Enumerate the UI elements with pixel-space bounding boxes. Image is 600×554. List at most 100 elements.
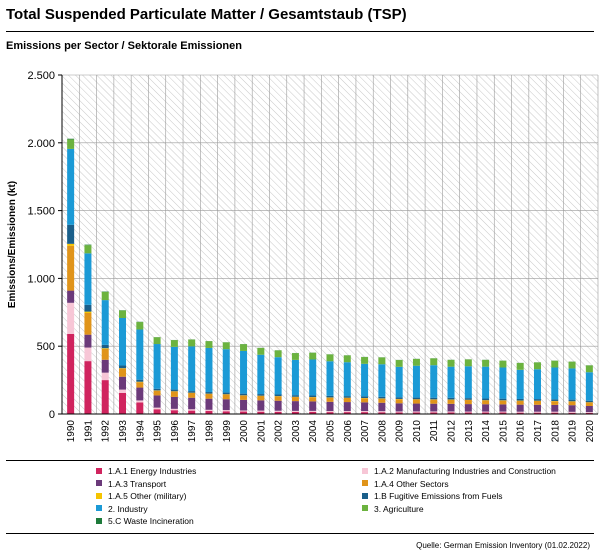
bar-segment <box>551 360 559 368</box>
bar-segment <box>361 412 369 414</box>
x-tick-label: 2015 <box>498 420 509 443</box>
bar-segment <box>257 411 265 414</box>
bar-stack-1996 <box>170 339 178 414</box>
bar-segment <box>464 359 472 367</box>
bar-segment <box>222 410 230 412</box>
legend-label: 3. Agriculture <box>374 503 424 514</box>
bar-segment <box>188 392 196 398</box>
bar-segment <box>343 411 351 413</box>
legend-item: 2. Industry <box>96 504 148 515</box>
bar-segment <box>585 372 593 401</box>
bar-segment <box>447 399 455 404</box>
bar-segment <box>101 380 109 414</box>
bar-segment <box>240 393 248 396</box>
bar-stack-1994 <box>136 321 144 414</box>
bar-stack-2005 <box>326 354 334 414</box>
bar-stack-2016 <box>516 362 524 414</box>
bar-segment <box>378 398 386 403</box>
y-tick-label: 500 <box>37 341 55 353</box>
x-tick-label: 2006 <box>343 420 354 443</box>
x-tick-label: 1997 <box>187 420 198 443</box>
bar-segment <box>309 410 317 412</box>
bar-segment <box>257 394 265 396</box>
bar-segment <box>170 340 178 347</box>
bar-segment <box>222 394 230 400</box>
x-tick-label: 2008 <box>377 420 388 443</box>
bar-segment <box>67 224 75 244</box>
x-tick-label: 2013 <box>464 420 475 443</box>
bar-segment <box>378 396 386 399</box>
bar-segment <box>585 405 593 413</box>
bar-segment <box>257 395 265 401</box>
x-tick-label: 2010 <box>412 420 423 443</box>
bar-segment <box>119 376 127 390</box>
bar-segment <box>568 405 576 412</box>
bar-segment <box>568 412 576 414</box>
bar-segment <box>188 346 196 392</box>
bar-stack-1993 <box>119 310 127 414</box>
bar-segment <box>585 365 593 373</box>
bar-segment <box>136 329 144 380</box>
x-tick-label: 1993 <box>118 420 129 443</box>
bar-segment <box>274 411 282 414</box>
bar-segment <box>447 397 455 400</box>
bar-segment <box>205 392 213 394</box>
bar-segment <box>395 366 403 398</box>
bar-segment <box>343 396 351 398</box>
bar-segment <box>361 411 369 413</box>
bar-segment <box>240 410 248 412</box>
bar-segment <box>516 398 524 401</box>
bar-segment <box>361 398 369 403</box>
bar-segment <box>222 349 230 393</box>
bar-segment <box>343 355 351 363</box>
x-tick-label: 2012 <box>447 420 458 443</box>
bar-segment <box>222 411 230 414</box>
bar-segment <box>205 409 213 412</box>
bar-segment <box>84 361 92 414</box>
bar-segment <box>326 361 334 396</box>
bar-segment <box>585 400 593 403</box>
x-tick-label: 2019 <box>568 420 579 443</box>
bar-segment <box>84 304 92 312</box>
bar-segment <box>119 317 127 366</box>
bar-segment <box>67 290 75 303</box>
bar-segment <box>464 398 472 400</box>
bar-segment <box>67 245 75 291</box>
bar-segment <box>568 411 576 413</box>
bar-segment <box>464 411 472 413</box>
x-tick-label: 2003 <box>291 420 302 443</box>
bar-segment <box>430 358 438 366</box>
bar-segment <box>412 403 420 412</box>
bar-segment <box>412 411 420 413</box>
bar-segment <box>274 400 282 411</box>
bar-segment <box>153 409 161 414</box>
bar-segment <box>499 412 507 414</box>
bar-segment <box>499 404 507 412</box>
legend-item: 1.A.1 Energy Industries <box>96 466 196 477</box>
bar-segment <box>482 404 490 412</box>
bar-segment <box>170 391 178 397</box>
bar-segment <box>482 400 490 405</box>
x-tick-label: 2018 <box>550 420 561 443</box>
bar-segment <box>170 410 178 414</box>
bar-stack-2008 <box>378 357 386 414</box>
bar-segment <box>361 396 369 398</box>
y-tick-label: 2.000 <box>27 138 55 150</box>
bar-segment <box>67 139 75 149</box>
bar-segment <box>551 404 559 412</box>
bar-segment <box>240 399 248 411</box>
bar-segment <box>119 392 127 414</box>
bar-segment <box>568 361 576 369</box>
bar-segment <box>326 412 334 414</box>
bar-stack-2015 <box>499 360 507 414</box>
bar-stack-2019 <box>568 361 576 414</box>
bar-segment <box>430 403 438 412</box>
bar-segment <box>533 411 541 413</box>
bar-segment <box>430 365 438 398</box>
bar-segment <box>84 253 92 305</box>
bar-stack-1999 <box>222 342 230 414</box>
bar-segment <box>464 366 472 399</box>
bar-segment <box>274 410 282 412</box>
bar-segment <box>499 411 507 413</box>
bar-segment <box>516 404 524 412</box>
